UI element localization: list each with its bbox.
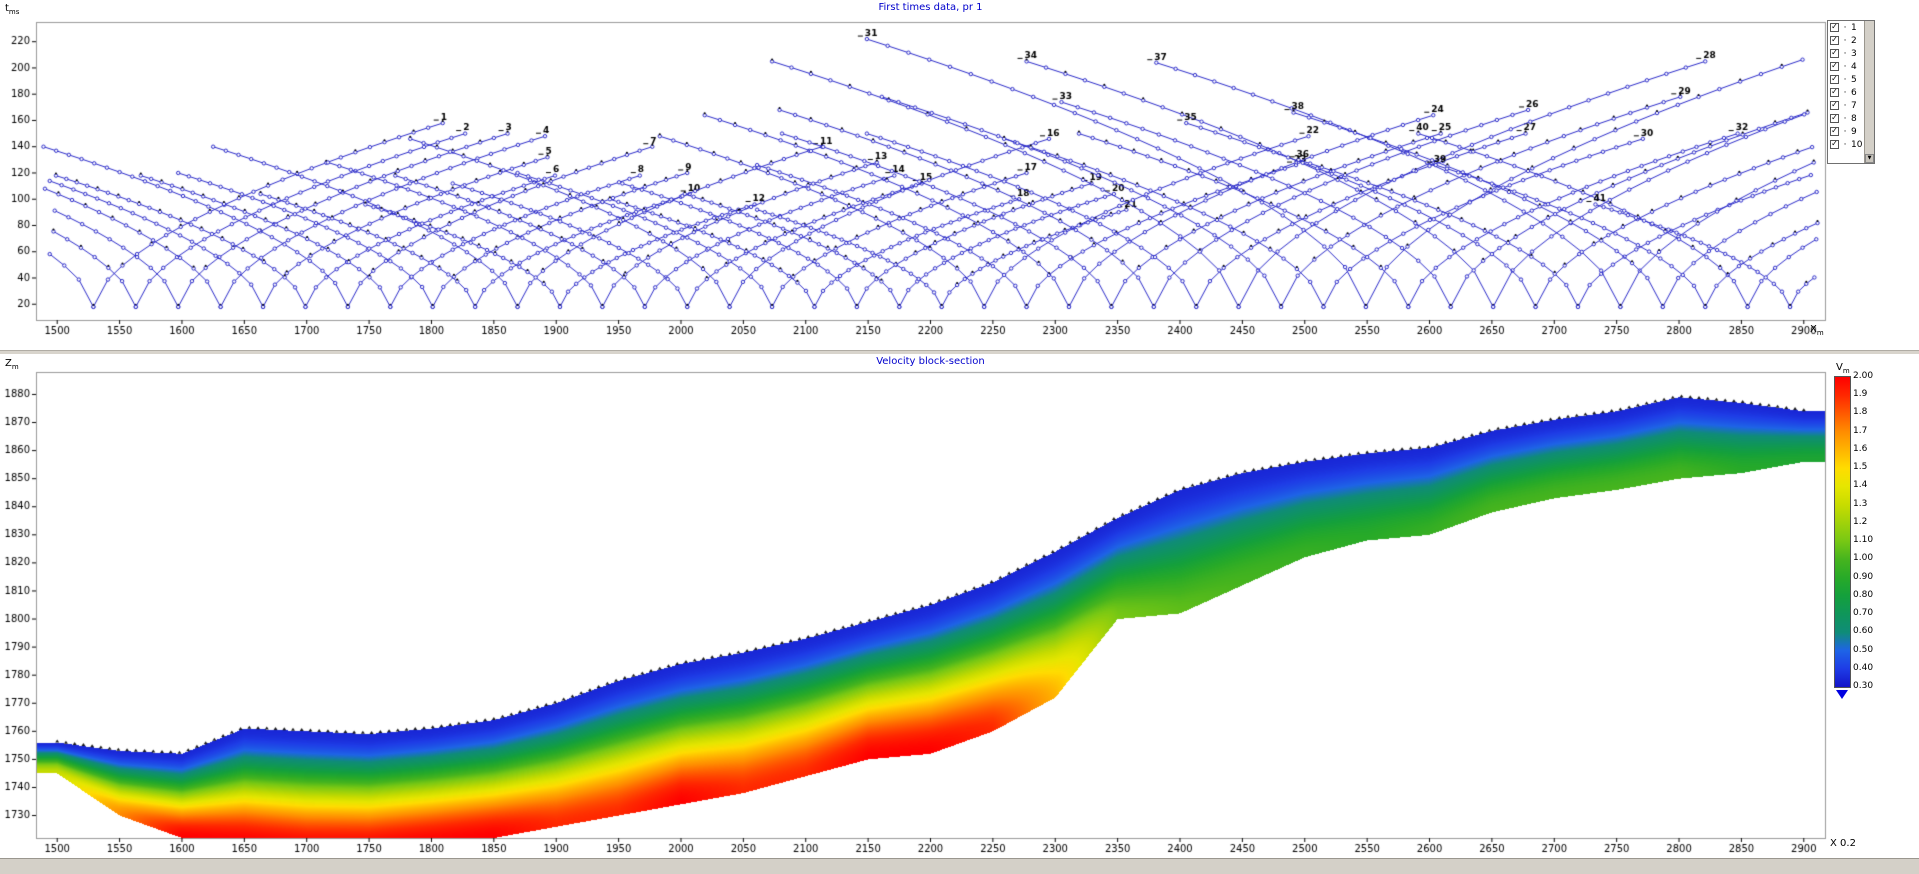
- colorbar-tick-label: 1.00: [1853, 553, 1874, 564]
- colorbar-tick-label: 1.8: [1853, 407, 1868, 418]
- legend-checkbox-2[interactable]: [1830, 36, 1839, 45]
- series-marker-icon: ·: [1843, 22, 1847, 33]
- legend-checkbox-1[interactable]: [1830, 23, 1839, 32]
- colorbar-tick-label: 0.50: [1853, 644, 1874, 655]
- legend-item-label: 4: [1851, 61, 1857, 72]
- series-marker-icon: ·: [1843, 113, 1847, 124]
- series-marker-icon: ·: [1843, 61, 1847, 72]
- legend-checkbox-4[interactable]: [1830, 62, 1839, 71]
- top-chart-title: First times data, pr 1: [878, 2, 983, 13]
- status-bar: [0, 858, 1919, 874]
- legend-checkbox-6[interactable]: [1830, 88, 1839, 97]
- series-marker-icon: ·: [1843, 87, 1847, 98]
- panel-divider: [0, 350, 1919, 355]
- velocity-colorbar-label: Vm: [1836, 362, 1850, 375]
- colorbar-tick-label: 0.90: [1853, 571, 1874, 582]
- legend-checkbox-3[interactable]: [1830, 49, 1839, 58]
- distance-axis-label: Xm: [1810, 324, 1824, 337]
- colorbar-min-arrow-icon: [1836, 690, 1848, 699]
- colorbar-tick-label: 0.70: [1853, 608, 1874, 619]
- series-marker-icon: ·: [1843, 139, 1847, 150]
- velocity-colorbar-label-main: V: [1836, 362, 1843, 373]
- colorbar-tick-label: 0.40: [1853, 662, 1874, 673]
- colorbar-tick-label: 0.60: [1853, 626, 1874, 637]
- depth-axis-label-sub: m: [11, 363, 19, 371]
- legend-item-2[interactable]: ·2: [1828, 34, 1874, 47]
- time-axis-label-main: t: [5, 3, 9, 14]
- depth-axis-label: Zm: [5, 358, 19, 371]
- series-marker-icon: ·: [1843, 126, 1847, 137]
- x-scale-note: X 0.2: [1830, 838, 1856, 849]
- depth-axis-label-main: Z: [5, 358, 12, 369]
- colorbar-tick-label: 0.80: [1853, 589, 1874, 600]
- legend-checkbox-5[interactable]: [1830, 75, 1839, 84]
- colorbar-tick-label: 2.00: [1853, 371, 1874, 381]
- colorbar-tick-label: 1.3: [1853, 498, 1868, 509]
- legend-item-label: 8: [1851, 113, 1857, 124]
- velocity-colorbar: [1834, 376, 1851, 688]
- legend-item-4[interactable]: ·4: [1828, 60, 1874, 73]
- legend-item-label: 10: [1851, 139, 1863, 150]
- legend-item-6[interactable]: ·6: [1828, 86, 1874, 99]
- colorbar-tick-label: 1.2: [1853, 516, 1868, 527]
- colorbar-tick-label: 0.30: [1853, 681, 1874, 691]
- legend-item-10[interactable]: · 10: [1828, 138, 1874, 151]
- legend-checkbox-10[interactable]: [1830, 140, 1839, 149]
- legend-item-1[interactable]: ·1: [1828, 21, 1874, 34]
- legend-checkbox-7[interactable]: [1830, 101, 1839, 110]
- legend-item-label: 7: [1851, 100, 1857, 111]
- first-times-panel: First times data, pr 1 tms Xm ·1·2·3·4·5…: [0, 0, 1919, 350]
- colorbar-tick-label: 1.4: [1853, 480, 1868, 491]
- legend-item-label: 6: [1851, 87, 1857, 98]
- colorbar-tick-label: 1.10: [1853, 535, 1874, 546]
- series-legend: ·1·2·3·4·5·6·7·8·9·10 ▼: [1827, 20, 1875, 164]
- legend-checkbox-9[interactable]: [1830, 127, 1839, 136]
- velocity-colorbar-label-sub: m: [1842, 367, 1850, 375]
- legend-item-label: 1: [1851, 22, 1857, 33]
- legend-item-label: 3: [1851, 48, 1857, 59]
- legend-checkbox-8[interactable]: [1830, 114, 1839, 123]
- legend-scrollbar[interactable]: ▼: [1864, 21, 1874, 163]
- legend-item-7[interactable]: ·7: [1828, 99, 1874, 112]
- velocity-section-plot[interactable]: [0, 354, 1919, 858]
- series-marker-icon: ·: [1843, 74, 1847, 85]
- colorbar-tick-label: 1.7: [1853, 425, 1868, 436]
- legend-rows: ·1·2·3·4·5·6·7·8·9·10: [1828, 21, 1874, 151]
- scroll-down-icon[interactable]: ▼: [1865, 154, 1874, 163]
- velocity-section-panel: Velocity block-section Zm Vm 2.00 1.9 1.8 1…: [0, 354, 1919, 858]
- bottom-chart-title: Velocity block-section: [876, 356, 985, 367]
- legend-item-8[interactable]: ·8: [1828, 112, 1874, 125]
- legend-item-label: 2: [1851, 35, 1857, 46]
- time-axis-label: tms: [5, 3, 19, 16]
- legend-item-9[interactable]: ·9: [1828, 125, 1874, 138]
- distance-axis-label-main: X: [1810, 324, 1817, 335]
- colorbar-tick-label: 1.9: [1853, 389, 1868, 400]
- legend-item-label: 5: [1851, 74, 1857, 85]
- colorbar-tick-label: 1.5: [1853, 462, 1868, 473]
- series-marker-icon: ·: [1843, 48, 1847, 59]
- colorbar-tick-label: 1.6: [1853, 443, 1868, 454]
- distance-axis-label-sub: m: [1816, 329, 1824, 337]
- legend-item-5[interactable]: ·5: [1828, 73, 1874, 86]
- legend-item-3[interactable]: ·3: [1828, 47, 1874, 60]
- travel-time-plot[interactable]: [0, 0, 1919, 350]
- time-axis-label-sub: ms: [8, 8, 20, 16]
- colorbar-tick-labels: 2.00 1.9 1.8 1.7 1.6 1.5 1.4 1.3 1.2 1.10 1.00 0.90…: [1853, 371, 1893, 691]
- series-marker-icon: ·: [1843, 35, 1847, 46]
- legend-item-label: 9: [1851, 126, 1857, 137]
- series-marker-icon: ·: [1843, 100, 1847, 111]
